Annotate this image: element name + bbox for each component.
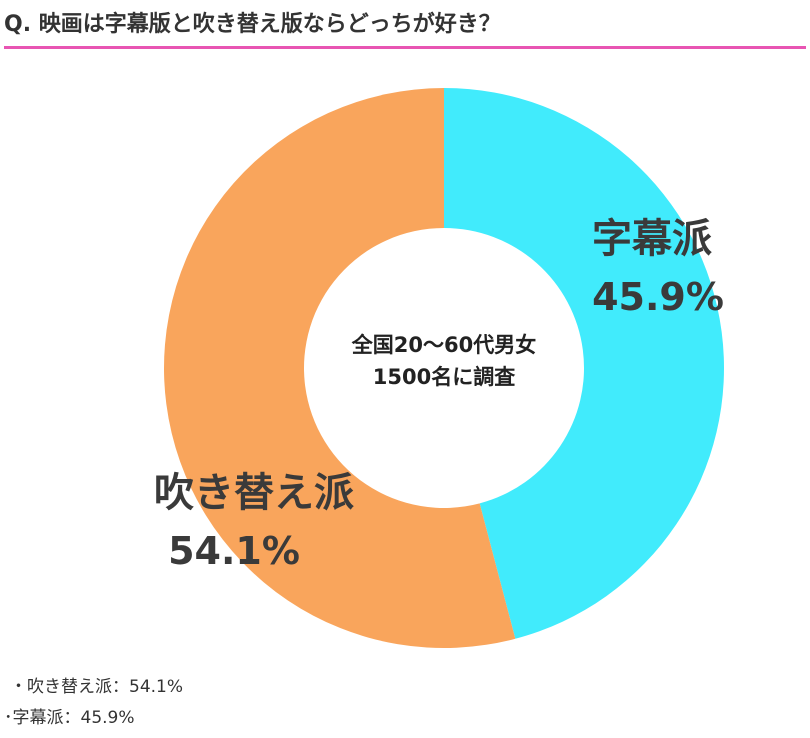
slice-subtitles-name-label: 字幕派	[592, 216, 712, 262]
slice-subtitles-value-label: 45.9%	[592, 275, 724, 319]
center-text-line-1: 全国20～60代男女	[351, 333, 536, 357]
slice-dubbed	[163, 88, 516, 648]
chart-title: Q. 映画は字幕版と吹き替え版ならどっちが好き？	[4, 12, 501, 37]
legend-item-dubbed: ・吹き替え派：54.1%	[10, 677, 184, 697]
legend: ・吹き替え派：54.1% ･字幕派：45.9%	[4, 672, 183, 734]
center-text-line-2: 1500名に調査	[373, 365, 515, 389]
slice-dubbed-name-label: 吹き替え派	[154, 470, 354, 516]
title-underline	[4, 46, 806, 49]
legend-item-subtitles: ･字幕派：45.9%	[4, 708, 135, 728]
slice-subtitles	[444, 88, 724, 639]
slice-dubbed-value-label: 54.1%	[168, 529, 300, 573]
